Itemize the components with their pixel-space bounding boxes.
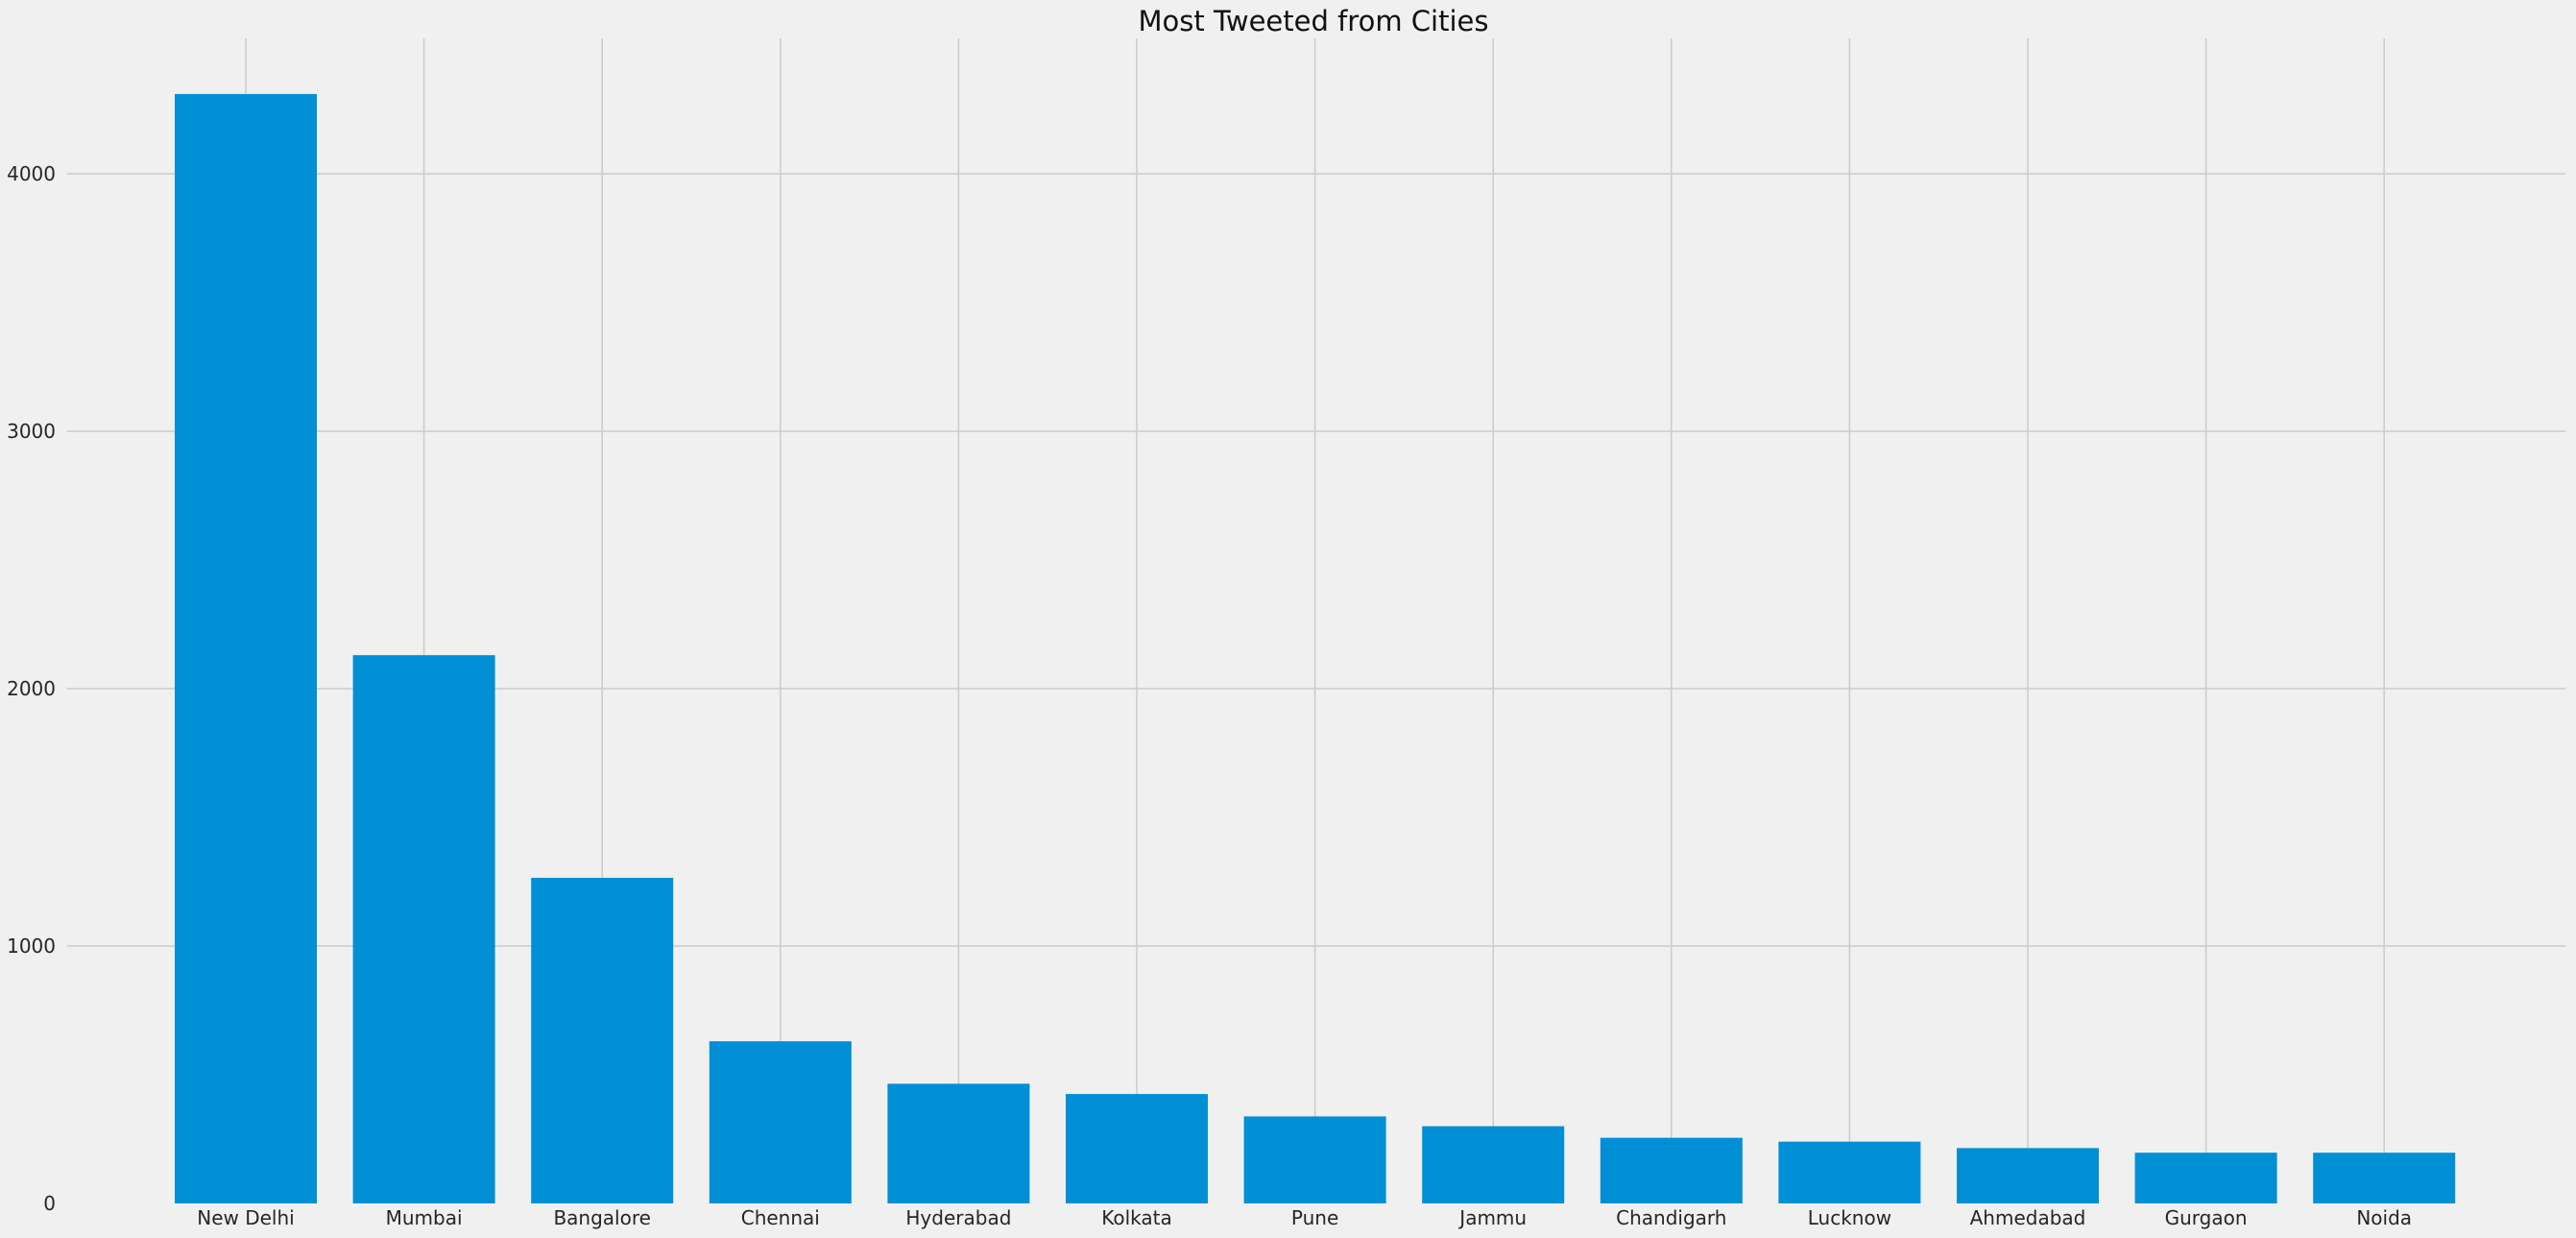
bar-chennai: [709, 1041, 852, 1203]
y-tick-label: 4000: [7, 162, 56, 185]
bar-pune: [1243, 1116, 1386, 1203]
x-tick-label: Mumbai: [386, 1206, 463, 1229]
x-tick-label: Hyderabad: [905, 1206, 1011, 1229]
grid-lines: [67, 38, 2565, 1203]
y-tick-label: 2000: [7, 677, 56, 700]
bar-ahmedabad: [1957, 1148, 2099, 1203]
x-tick-label: Jammu: [1457, 1206, 1527, 1229]
y-tick-label: 3000: [7, 420, 56, 443]
bar-bangalore: [531, 877, 674, 1203]
x-tick-label: Ahmedabad: [1970, 1206, 2086, 1229]
bar-kolkata: [1066, 1094, 1208, 1203]
x-tick-label: Noida: [2356, 1206, 2412, 1229]
x-tick-label: Chandigarh: [1616, 1206, 1726, 1229]
y-tick-label: 0: [43, 1192, 56, 1215]
bar-gurgaon: [2134, 1153, 2277, 1203]
bar-new-delhi: [175, 93, 317, 1203]
chart-title: Most Tweeted from Cities: [1138, 5, 1488, 37]
x-tick-label: Chennai: [741, 1206, 820, 1229]
x-tick-label: Gurgaon: [2165, 1206, 2248, 1229]
bar-noida: [2313, 1153, 2456, 1203]
x-tick-label: Lucknow: [1808, 1206, 1891, 1229]
x-tick-label: Pune: [1291, 1206, 1338, 1229]
y-axis-ticks: 0 1000 2000 3000 4000: [7, 162, 56, 1215]
bars: [175, 93, 2456, 1203]
bar-lucknow: [1778, 1141, 1921, 1203]
x-tick-label: New Delhi: [197, 1206, 294, 1229]
x-tick-label: Bangalore: [553, 1206, 650, 1229]
bar-hyderabad: [887, 1083, 1030, 1203]
bar-chandigarh: [1600, 1137, 1743, 1203]
bar-jammu: [1422, 1126, 1565, 1203]
x-tick-label: Kolkata: [1101, 1206, 1172, 1229]
y-tick-label: 1000: [7, 935, 56, 958]
x-axis-ticks: New Delhi Mumbai Bangalore Chennai Hyderabad…: [197, 1206, 2412, 1229]
bar-mumbai: [352, 655, 495, 1203]
